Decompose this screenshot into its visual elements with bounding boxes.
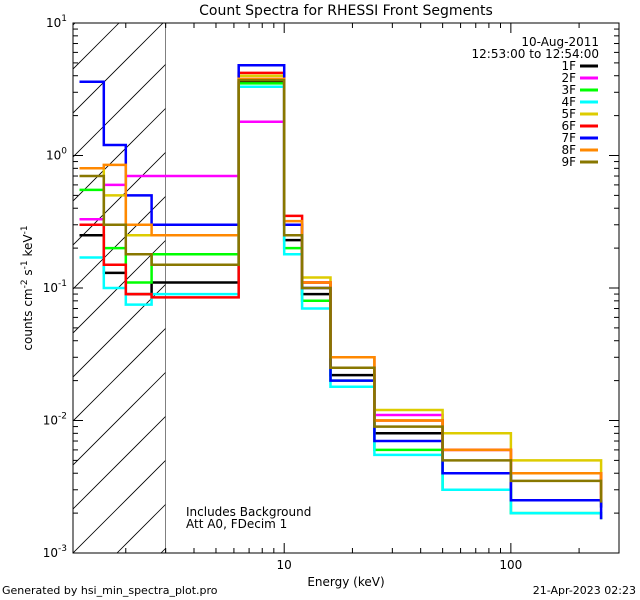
x-axis-label: Energy (keV) bbox=[307, 575, 384, 589]
hatch-mask bbox=[165, 23, 619, 553]
series-line-9F bbox=[79, 78, 603, 503]
y-tick-label: 10-1 bbox=[43, 279, 67, 295]
y-tick-label: 10-2 bbox=[43, 412, 67, 428]
background-note: Includes Background bbox=[186, 505, 311, 519]
legend-label-3F: 3F bbox=[561, 83, 576, 97]
x-tick-label: 10 bbox=[277, 558, 292, 572]
generated-date-label: 21-Apr-2023 02:23 bbox=[533, 584, 636, 597]
series-line-8F bbox=[79, 77, 603, 501]
series-lines bbox=[79, 63, 603, 520]
legend-label-7F: 7F bbox=[561, 131, 576, 145]
hatch-line bbox=[73, 23, 208, 158]
y-tick-label: 100 bbox=[46, 147, 67, 163]
hatched-region bbox=[73, 23, 619, 553]
date-label: 10-Aug-2011 bbox=[521, 35, 599, 49]
y-tick-label: 101 bbox=[46, 14, 67, 30]
chart-title: Count Spectra for RHESSI Front Segments bbox=[199, 3, 493, 19]
hatch-line bbox=[73, 23, 164, 114]
y-tick-label: 10-3 bbox=[43, 544, 67, 560]
legend-label-5F: 5F bbox=[561, 107, 576, 121]
legend-label-2F: 2F bbox=[561, 71, 576, 85]
legend-label-6F: 6F bbox=[561, 119, 576, 133]
legend-label-8F: 8F bbox=[561, 143, 576, 157]
axis-ticks: 10 100 10-3 10-2 10-1 100 101 bbox=[43, 14, 620, 572]
time-range-label: 12:53:00 to 12:54:00 bbox=[472, 47, 599, 61]
hatch-line bbox=[73, 23, 252, 202]
legend-label-9F: 9F bbox=[561, 155, 576, 169]
legend-label-1F: 1F bbox=[561, 59, 576, 73]
generated-by-label: Generated by hsi_min_spectra_plot.pro bbox=[2, 584, 218, 597]
x-tick-label: 100 bbox=[499, 558, 522, 572]
y-axis-label: counts cm-2 s-1 keV-1 bbox=[20, 225, 35, 350]
legend-label-4F: 4F bbox=[561, 95, 576, 109]
attenuator-note: Att A0, FDecim 1 bbox=[186, 517, 287, 531]
